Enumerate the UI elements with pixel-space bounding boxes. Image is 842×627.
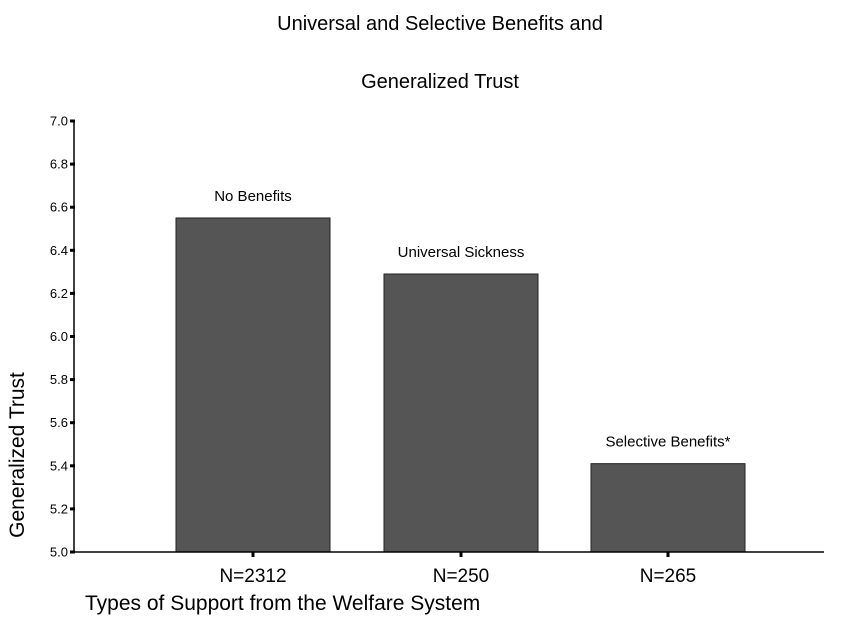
bar (590, 463, 746, 553)
y-tick-label: 6.0 (50, 329, 68, 344)
bars-group: No Benefits N=2312 Universal Sickness N=250… (175, 188, 746, 587)
x-tick-label: N=2312 (219, 566, 286, 587)
chart-title-line-1: Universal and Selective Benefits and (277, 13, 603, 35)
y-tick-label: 7.0 (50, 114, 68, 129)
y-tick-label: 6.4 (50, 243, 68, 258)
bar-category-label: No Benefits (214, 188, 292, 205)
x-tick-label: N=265 (640, 566, 697, 587)
y-tick-label: 6.6 (50, 200, 68, 215)
y-tick-label: 5.4 (50, 458, 68, 473)
y-axis-ticks: 5.0 5.2 5.4 5.6 5.8 6.0 6.2 6.4 6.6 6.8 7.0 (50, 114, 75, 560)
chart-title-line-2: Generalized Trust (361, 71, 519, 93)
y-tick-label: 5.0 (50, 545, 68, 560)
y-axis-title: Generalized Trust (6, 372, 29, 538)
y-tick-label: 5.2 (50, 501, 68, 516)
bar-category-label: Selective Benefits* (605, 434, 730, 451)
bar-category-label: Universal Sickness (398, 244, 525, 261)
bar (175, 217, 331, 553)
y-tick-label: 5.6 (50, 415, 68, 430)
x-axis-title: Types of Support from the Welfare System (85, 592, 480, 615)
y-tick-label: 5.8 (50, 372, 68, 387)
y-tick-label: 6.2 (50, 286, 68, 301)
y-tick-label: 6.8 (50, 157, 68, 172)
bar (383, 273, 539, 553)
x-tick-label: N=250 (433, 566, 490, 587)
